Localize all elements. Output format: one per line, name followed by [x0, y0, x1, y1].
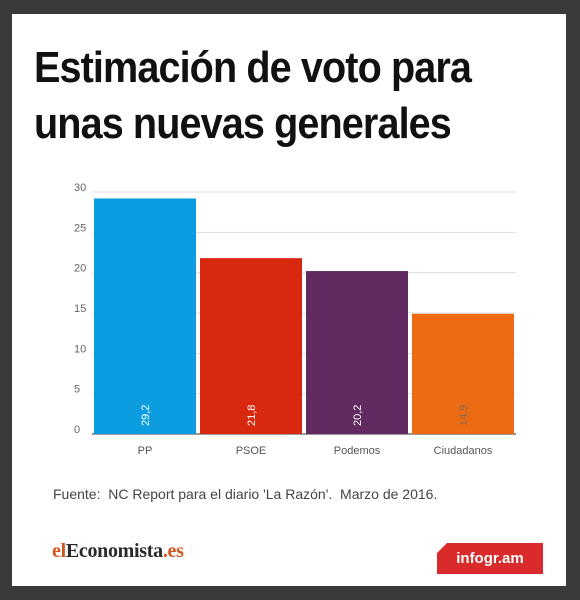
- eleconomista-logo[interactable]: elEconomista.es: [52, 540, 184, 563]
- x-tick-label-podemos: Podemos: [334, 445, 381, 457]
- y-tick-label-10: 10: [74, 343, 86, 355]
- value-label-psoe: 21,8: [246, 405, 258, 426]
- bar-ciudadanos: [412, 313, 514, 434]
- bar-pp: [94, 198, 196, 434]
- y-tick-label-20: 20: [74, 263, 86, 275]
- source-note: Fuente: NC Report para el diario 'La Raz…: [53, 486, 438, 502]
- x-tick-label-psoe: PSOE: [236, 445, 267, 457]
- value-label-podemos: 20,2: [352, 405, 364, 426]
- y-tick-label-30: 30: [74, 182, 86, 194]
- chart-title-line-2: unas nuevas generales: [34, 99, 452, 148]
- logo-part-economista: Economista: [65, 540, 163, 562]
- value-label-ciudadanos: 14,9: [458, 405, 470, 426]
- y-tick-label-15: 15: [74, 303, 86, 315]
- value-label-pp: 29,2: [140, 405, 152, 426]
- y-tick-label-25: 25: [74, 222, 86, 234]
- chart-title: Estimación de voto para unas nuevas gene…: [34, 40, 502, 152]
- y-tick-label-0: 0: [74, 424, 80, 436]
- logo-part-es: .es: [162, 540, 184, 562]
- infogram-badge[interactable]: infogr.am: [437, 543, 543, 574]
- chart-card: Estimación de voto para unas nuevas gene…: [12, 14, 566, 586]
- x-tick-label-pp: PP: [138, 445, 153, 457]
- x-tick-label-ciudadanos: Ciudadanos: [434, 445, 493, 457]
- bar-podemos: [306, 271, 408, 434]
- bar-psoe: [200, 258, 302, 434]
- bar-chart: 0 5 10 15 20 25 30 29,2 PP 21,8 PSOE 20,2 Podemos 14,…: [74, 182, 516, 457]
- logo-part-el: el: [52, 540, 66, 562]
- chart-title-line-1: Estimación de voto para: [34, 43, 472, 92]
- y-tick-label-5: 5: [74, 384, 80, 396]
- infogram-label: infogr.am: [456, 550, 524, 567]
